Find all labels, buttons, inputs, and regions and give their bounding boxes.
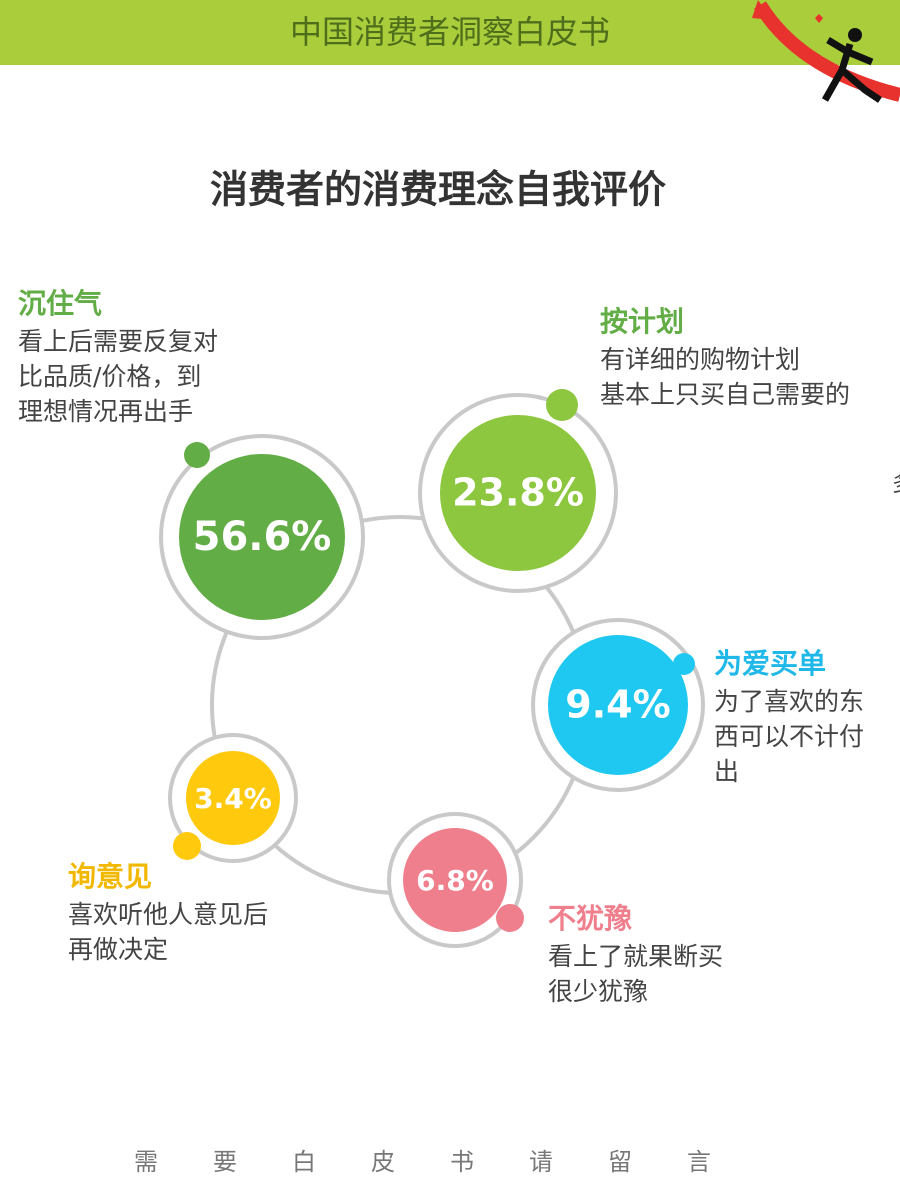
group-desc: 再做决定 <box>68 935 168 964</box>
bubble-value: 6.8% <box>416 864 494 897</box>
bubble-dot <box>673 653 695 675</box>
bubble-value: 3.4% <box>194 782 272 815</box>
group-desc: 西可以不计付 <box>714 722 864 751</box>
group-desc: 喜欢听他人意见后 <box>68 900 268 929</box>
bubble-dot <box>184 442 210 468</box>
bubble <box>548 635 688 775</box>
bubble <box>440 415 596 571</box>
group-desc: 看上了就果断买 <box>548 942 723 971</box>
group-desc: 为了喜欢的东 <box>714 687 864 716</box>
bubble-dot <box>173 832 201 860</box>
footer: 需要白皮书请留言 <box>134 1148 766 1176</box>
group-desc: 有详细的购物计划 <box>600 345 800 374</box>
bubble-value: 23.8% <box>452 471 584 515</box>
header-bar <box>0 0 900 65</box>
group-label: 不犹豫 <box>548 902 632 935</box>
bubble-dot <box>546 389 578 421</box>
logo <box>752 0 900 103</box>
group-desc: 基本上只买自己需要的 <box>600 380 850 409</box>
header-title: 中国消费者洞察白皮书 <box>290 13 610 51</box>
group-label: 按计划 <box>600 305 684 338</box>
group-label: 询意见 <box>68 860 152 893</box>
edge-text: 多 <box>892 472 900 497</box>
chart-title: 消费者的消费理念自我评价 <box>210 168 666 212</box>
group-desc: 出 <box>714 757 739 786</box>
group-desc: 理想情况再出手 <box>18 397 193 426</box>
group-desc: 比品质/价格，到 <box>18 362 201 391</box>
group-label: 沉住气 <box>18 287 102 320</box>
bubble-dot <box>496 904 524 932</box>
bubble-value: 56.6% <box>193 514 332 560</box>
group-desc: 看上后需要反复对 <box>18 327 218 356</box>
group-label: 为爱买单 <box>714 647 826 680</box>
group-desc: 很少犹豫 <box>548 977 648 1006</box>
bubble-value: 9.4% <box>565 683 670 727</box>
bubble <box>403 828 507 932</box>
bubble <box>179 454 345 620</box>
bubble <box>186 751 280 845</box>
